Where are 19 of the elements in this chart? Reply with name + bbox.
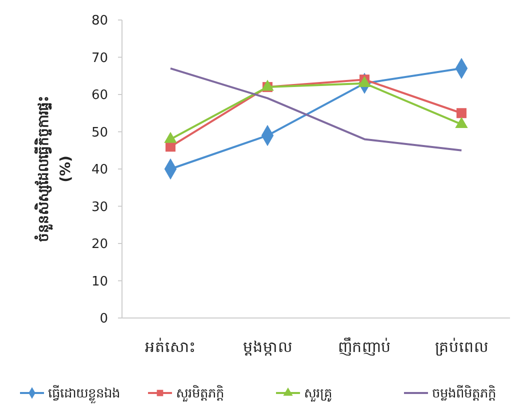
x-tick-label: អត់សោះ (145, 337, 196, 356)
legend-label: សួរគ្រូ (304, 386, 332, 403)
y-tick-label: 80 (91, 14, 108, 29)
y-tick-label: 10 (91, 274, 108, 290)
y-tick-label: 0 (100, 312, 108, 327)
legend-label: សួរមិត្តភក្តិ (176, 384, 224, 403)
y-tick-label: 40 (91, 162, 108, 178)
y-tick-label: 60 (91, 88, 108, 104)
x-tick-label: ម្តងម្កាល (243, 338, 292, 356)
y-tick-label: 70 (91, 50, 108, 66)
y-axis-title: ចំនួនសិស្សដែលធ្វើកិច្ចការផ្ទះ (%) (34, 96, 74, 242)
y-tick-label: 20 (91, 237, 108, 252)
x-tick-label: គ្រប់ពេល (435, 337, 488, 356)
y-tick-label: 50 (91, 125, 108, 140)
y-tick-label: 30 (91, 200, 108, 215)
legend-label: ចម្លងពីមិត្តភក្តិ (432, 384, 496, 402)
point (456, 108, 466, 118)
legend-label: ធ្វើដោយខ្លួនឯង (48, 384, 120, 404)
x-tick-label: ញឹកញាប់ (338, 337, 391, 356)
